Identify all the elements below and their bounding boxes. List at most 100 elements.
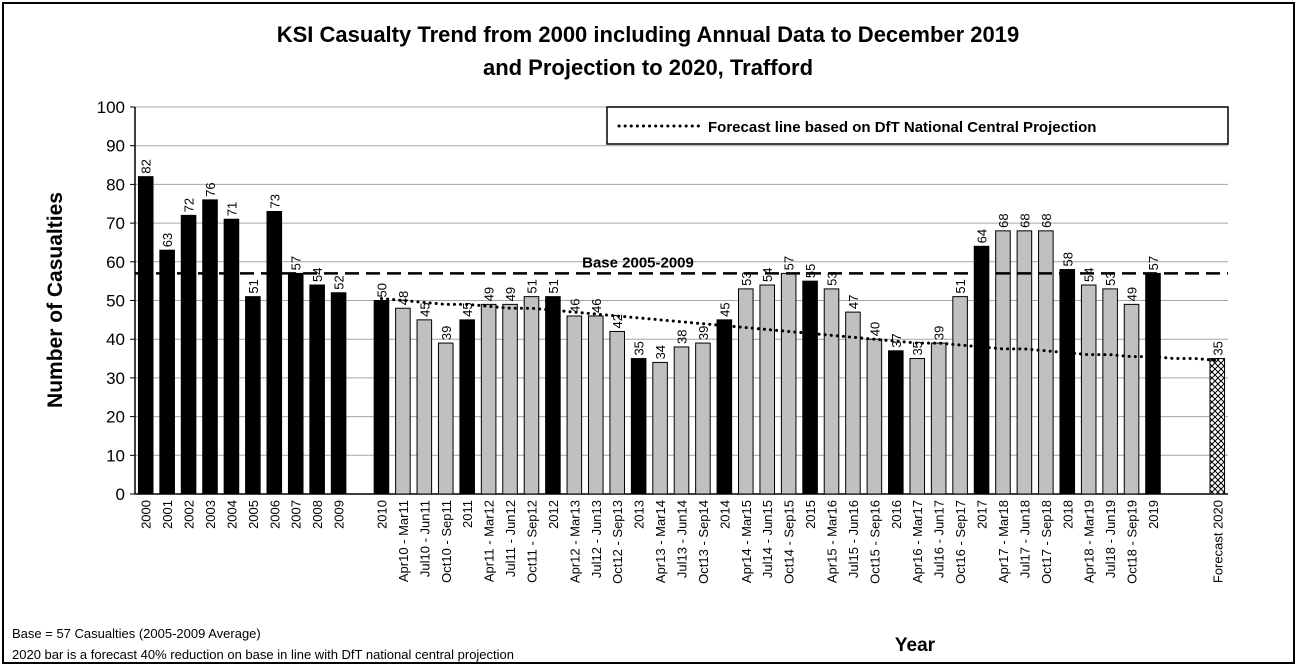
x-tick-label: Jul18 - Jun19 (1103, 500, 1118, 578)
x-axis-title: Year (895, 635, 936, 656)
bar (416, 319, 433, 495)
value-label: 45 (717, 302, 732, 316)
value-label: 38 (675, 329, 690, 343)
bar (395, 307, 411, 495)
value-label: 35 (1210, 341, 1225, 355)
x-tick-label: 2008 (310, 500, 325, 529)
value-label: 68 (1039, 213, 1054, 227)
bar (437, 342, 454, 495)
x-tick-label: Apr17 - Mar18 (996, 500, 1011, 583)
value-label: 49 (1125, 287, 1140, 301)
value-label: 73 (267, 194, 282, 208)
chart-title: KSI Casualty Trend from 2000 including A… (277, 22, 1020, 47)
x-tick-label: Jul14 - Jun15 (760, 500, 775, 578)
x-tick-label: 2003 (203, 500, 218, 529)
value-label: 53 (825, 271, 840, 285)
x-tick-label: Apr13 - Mar14 (653, 500, 668, 583)
value-label: 72 (182, 198, 197, 212)
bar (502, 303, 518, 495)
x-tick-label: Jul10 - Jun11 (417, 500, 432, 577)
x-tick-label: Oct13 - Sep14 (696, 500, 711, 584)
bar (459, 319, 475, 495)
bar (309, 284, 325, 495)
bar (695, 342, 711, 495)
x-tick-label: Oct16 - Sep17 (953, 500, 968, 584)
x-tick-label: Oct12 - Sep13 (610, 500, 625, 584)
x-tick-label: Forecast 2020 (1210, 500, 1225, 583)
bar (545, 296, 561, 495)
bar (1016, 230, 1033, 495)
value-label: 64 (975, 229, 990, 243)
y-axis-title: Number of Casualties (44, 192, 67, 408)
value-label: 35 (910, 341, 925, 355)
bar (1123, 303, 1140, 495)
x-tick-label: Apr11 - Mar12 (482, 500, 497, 582)
bar (995, 230, 1011, 495)
bar (802, 280, 818, 495)
bar (780, 272, 797, 495)
bar (587, 315, 604, 495)
x-tick-label: 2015 (803, 500, 818, 529)
bar (480, 303, 497, 495)
bar (716, 319, 733, 495)
value-label: 45 (460, 302, 475, 316)
x-tick-label: 2016 (889, 500, 904, 529)
value-label: 40 (867, 322, 882, 336)
bar (823, 288, 840, 495)
footnote: Base = 57 Casualties (2005-2009 Average) (12, 626, 261, 641)
value-label: 58 (1060, 252, 1075, 266)
value-label: 82 (139, 159, 154, 173)
value-label: 47 (846, 295, 861, 309)
x-tick-label: Oct11 - Sep12 (524, 500, 539, 583)
y-tick-label: 90 (106, 137, 125, 156)
value-label: 37 (889, 333, 904, 347)
footnote: 2020 bar is a forecast 40% reduction on … (12, 647, 514, 662)
bar (330, 292, 347, 495)
x-tick-label: Jul15 - Jun16 (846, 500, 861, 578)
bar (930, 342, 947, 495)
bar (973, 245, 990, 495)
bar (137, 176, 154, 495)
bar (1145, 272, 1161, 495)
value-label: 46 (589, 299, 604, 313)
value-label: 39 (439, 326, 454, 340)
value-label: 49 (482, 287, 497, 301)
value-label: 55 (803, 264, 818, 278)
value-label: 71 (224, 202, 239, 216)
x-tick-label: Apr14 - Mar15 (739, 500, 754, 583)
y-tick-label: 100 (97, 98, 125, 117)
value-label: 76 (203, 182, 218, 196)
value-label: 45 (417, 302, 432, 316)
bar (1038, 230, 1054, 495)
base-line-label: Base 2005-2009 (582, 254, 694, 271)
y-tick-label: 30 (106, 369, 125, 388)
x-tick-label: 2002 (182, 500, 197, 529)
bar (266, 210, 283, 495)
bar (180, 214, 197, 495)
value-label: 51 (246, 279, 261, 293)
bar (652, 361, 668, 495)
x-tick-label: Oct18 - Sep19 (1125, 500, 1140, 584)
x-tick-label: 2011 (460, 500, 475, 528)
x-tick-label: Oct15 - Sep16 (867, 500, 882, 584)
value-label: 68 (1017, 213, 1032, 227)
x-tick-label: 2018 (1060, 500, 1075, 529)
bar (952, 296, 968, 495)
bar (609, 330, 625, 495)
x-tick-label: Jul13 - Jun14 (675, 500, 690, 578)
y-tick-label: 10 (106, 446, 125, 465)
value-label: 68 (996, 213, 1011, 227)
bar (159, 249, 175, 495)
value-label: 35 (632, 341, 647, 355)
bar (738, 288, 754, 495)
value-label: 50 (374, 283, 389, 297)
value-label: 57 (782, 256, 797, 270)
value-label: 39 (932, 326, 947, 340)
x-tick-label: 2004 (224, 500, 239, 529)
x-tick-label: Apr12 - Mar13 (567, 500, 582, 583)
y-tick-label: 0 (116, 485, 125, 504)
bar (202, 199, 218, 495)
forecast-line (379, 297, 1219, 362)
x-tick-label: Oct14 - Sep15 (782, 500, 797, 584)
